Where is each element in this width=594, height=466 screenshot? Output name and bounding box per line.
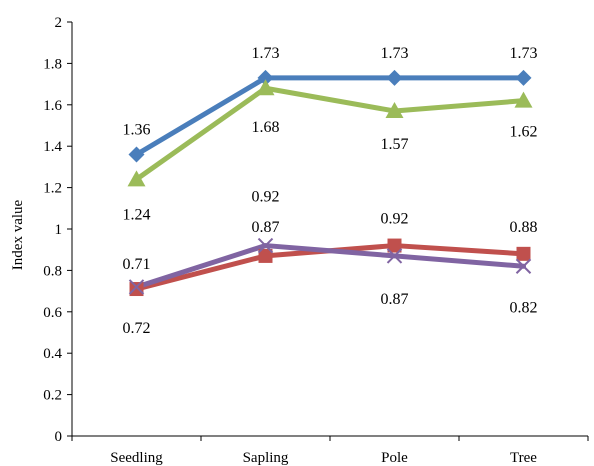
data-point-x [128,279,145,295]
y-tick-label: 1.2 [43,181,62,197]
y-tick-label: 1.4 [43,139,62,155]
y-tick-label: 0 [55,429,63,445]
data-label: 1.73 [252,45,280,62]
y-tick-label: 0.4 [43,346,62,362]
y-tick-label: 1 [55,222,63,238]
data-point-x-stroke [386,248,403,264]
series-line [134,85,526,182]
series-line [134,75,526,157]
y-tick-label: 0.6 [43,305,62,321]
data-label: 0.92 [252,189,280,206]
data-label: 0.72 [123,320,151,337]
data-point-diamond [128,146,145,163]
data-label: 1.73 [510,45,538,62]
series-markers [127,69,533,297]
data-point-triangle [256,79,275,96]
data-point-diamond [386,69,403,86]
data-label: 0.92 [381,211,409,228]
data-point-triangle [514,91,533,108]
data-point-x-stroke [257,237,274,254]
data-label: 0.71 [123,256,151,273]
data-point-x [515,258,532,274]
data-label: 0.82 [510,299,538,316]
data-point-triangle [127,170,146,187]
data-point-x-stroke [128,279,145,295]
data-point-square [387,238,402,253]
data-label: 0.87 [381,291,409,308]
series-lines [134,75,526,292]
data-point-square [516,246,531,261]
x-tick-label: Tree [510,450,537,466]
data-label: 1.62 [510,124,538,141]
data-label: 0.88 [510,219,538,236]
series-line [134,243,526,290]
data-point-x [257,237,274,254]
data-point-diamond [257,69,274,86]
axes: 0 0.2 0.4 0.6 0.8 1 1.2 1.4 1.6 1.8 2 Seedling Sapli… [43,15,589,466]
x-tick-label: Sapling [243,450,289,466]
x-tick-label: Seedling [110,450,163,466]
y-tick-label: 0.8 [43,263,62,279]
data-label: 1.57 [381,136,409,153]
data-label: 1.68 [252,119,280,136]
x-tick-label: Pole [381,450,408,466]
data-label: 1.36 [123,121,151,138]
data-label: 1.73 [381,45,409,62]
data-point-x-stroke [515,258,532,274]
data-labels: 1.36 1.73 1.73 1.73 1.24 1.68 1.57 1.62 0.71 0.87… [123,45,538,337]
data-point-square [129,282,144,297]
y-tick-label: 1.6 [43,98,62,114]
data-label: 1.24 [123,206,151,223]
data-point-diamond [515,69,532,86]
data-point-triangle [385,102,404,119]
y-axis-label: Index value [10,199,26,270]
data-point-x [386,248,403,264]
y-tick-label: 0.2 [43,388,62,404]
data-label: 0.87 [252,219,280,236]
y-tick-label: 1.8 [43,56,62,72]
data-point-square [258,248,273,263]
y-tick-label: 2 [55,15,63,31]
